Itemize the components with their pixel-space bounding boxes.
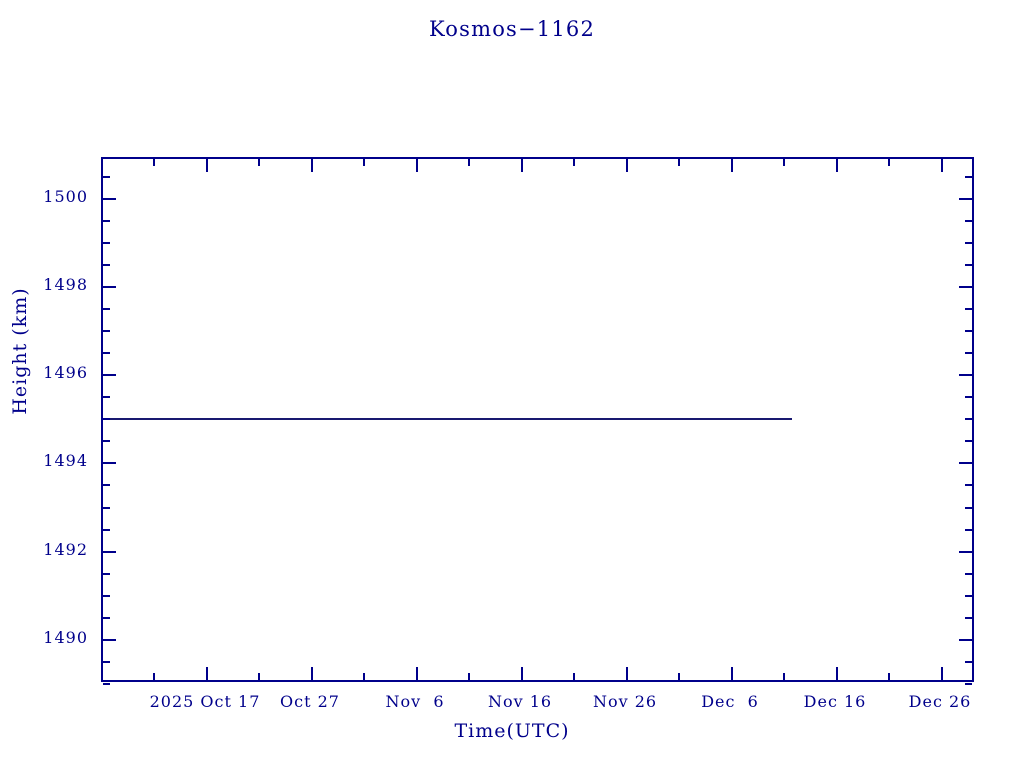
x-major-tick	[206, 667, 208, 680]
y-minor-tick	[965, 241, 972, 244]
x-minor-tick	[783, 673, 785, 680]
x-major-tick	[626, 159, 628, 172]
y-minor-tick	[103, 440, 110, 443]
y-major-tick	[103, 374, 116, 377]
x-major-tick	[521, 667, 523, 680]
x-major-tick	[311, 159, 313, 172]
y-minor-tick	[965, 572, 972, 575]
x-major-tick	[731, 159, 733, 172]
x-major-tick	[731, 667, 733, 680]
x-minor-tick	[678, 159, 680, 166]
x-minor-tick	[363, 673, 365, 680]
x-minor-tick	[153, 159, 155, 166]
x-major-tick	[941, 667, 943, 680]
y-tick-label: 1490	[43, 627, 88, 647]
y-minor-tick	[965, 308, 972, 310]
y-minor-tick	[965, 660, 972, 663]
x-tick-label: Nov 6	[385, 692, 445, 711]
x-major-tick	[311, 667, 313, 680]
x-major-tick	[626, 667, 628, 680]
y-minor-tick	[103, 308, 110, 310]
x-tick-label: Nov 16	[487, 692, 553, 711]
x-major-tick	[416, 159, 418, 172]
x-minor-tick	[363, 159, 365, 166]
x-major-tick	[836, 159, 838, 172]
y-minor-tick	[103, 572, 110, 575]
y-minor-tick	[965, 484, 972, 487]
y-major-tick	[959, 550, 972, 553]
y-minor-tick	[965, 506, 972, 509]
y-minor-tick	[103, 594, 110, 597]
y-major-tick	[103, 285, 116, 288]
y-minor-tick	[965, 396, 972, 399]
y-major-tick	[103, 197, 116, 200]
y-minor-tick	[103, 330, 110, 333]
y-major-tick	[103, 638, 116, 641]
x-minor-tick	[783, 159, 785, 166]
x-minor-tick	[153, 673, 155, 680]
height-data-line	[103, 418, 792, 421]
x-tick-label: 2025 Oct 17	[149, 692, 261, 711]
x-minor-tick	[888, 673, 890, 680]
y-minor-tick	[103, 418, 110, 421]
y-major-tick	[959, 374, 972, 377]
x-major-tick	[206, 159, 208, 172]
y-major-tick	[103, 550, 116, 553]
x-tick-label: Oct 27	[280, 692, 340, 711]
y-tick-label: 1494	[43, 451, 88, 471]
x-minor-tick	[468, 673, 470, 680]
x-tick-label: Dec 16	[803, 692, 867, 711]
y-minor-tick	[965, 330, 972, 333]
y-minor-tick	[965, 528, 972, 531]
y-minor-tick	[103, 175, 110, 178]
x-major-tick	[941, 159, 943, 172]
y-minor-tick	[965, 418, 972, 421]
y-minor-tick	[965, 175, 972, 178]
y-minor-tick	[103, 352, 110, 355]
y-minor-tick	[103, 660, 110, 663]
x-minor-tick	[573, 673, 575, 680]
y-major-tick	[103, 462, 116, 465]
y-major-tick	[959, 638, 972, 641]
y-minor-tick	[103, 484, 110, 487]
x-minor-tick	[678, 673, 680, 680]
y-axis-title: Height (km)	[9, 287, 31, 415]
x-minor-tick	[258, 673, 260, 680]
y-minor-tick	[103, 396, 110, 399]
y-tick-label: 1492	[43, 539, 88, 559]
y-major-tick	[959, 462, 972, 465]
x-minor-tick	[888, 159, 890, 166]
y-minor-tick	[103, 241, 110, 244]
y-minor-tick	[103, 219, 110, 222]
y-tick-label: 1496	[43, 363, 88, 383]
y-major-tick	[959, 197, 972, 200]
x-tick-label: Dec 6	[701, 692, 759, 711]
x-tick-label: Nov 26	[592, 692, 658, 711]
y-minor-tick	[103, 528, 110, 531]
y-minor-tick	[965, 616, 972, 619]
y-minor-tick	[103, 616, 110, 619]
y-minor-tick	[965, 352, 972, 355]
x-minor-tick	[258, 159, 260, 166]
x-minor-tick	[573, 159, 575, 166]
y-tick-label: 1498	[43, 274, 88, 294]
x-axis-title: Time(UTC)	[454, 720, 570, 742]
x-major-tick	[836, 667, 838, 680]
x-tick-label: Dec 26	[908, 692, 972, 711]
y-minor-tick	[965, 594, 972, 597]
chart-title: Kosmos−1162	[428, 17, 596, 41]
y-minor-tick	[965, 683, 972, 685]
x-major-tick	[416, 667, 418, 680]
y-tick-label: 1500	[43, 186, 88, 206]
y-minor-tick	[103, 683, 110, 685]
x-major-tick	[521, 159, 523, 172]
plot-area	[101, 157, 974, 685]
y-major-tick	[959, 285, 972, 288]
y-minor-tick	[965, 219, 972, 222]
x-minor-tick	[468, 159, 470, 166]
y-minor-tick	[965, 263, 972, 266]
y-minor-tick	[103, 506, 110, 509]
y-minor-tick	[103, 263, 110, 266]
y-minor-tick	[965, 440, 972, 443]
